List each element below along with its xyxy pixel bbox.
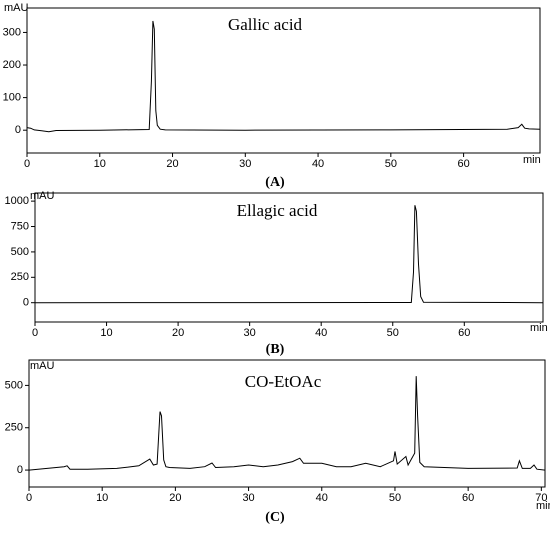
x-tick-label: 20: [172, 327, 184, 339]
y-tick-label: 500: [11, 246, 29, 258]
y-tick-label: 750: [11, 220, 29, 232]
x-axis-label: min: [536, 500, 550, 512]
panel-caption: (B): [266, 342, 285, 357]
y-tick-label: 200: [3, 59, 21, 71]
x-tick-label: 10: [96, 492, 108, 504]
chart-title: Gallic acid: [228, 15, 303, 34]
x-tick-label: 20: [169, 492, 181, 504]
y-axis-label: mAU: [30, 360, 55, 372]
y-tick-label: 250: [11, 271, 29, 283]
x-tick-label: 30: [244, 327, 256, 339]
y-tick-label: 250: [5, 422, 23, 434]
y-tick-label: 1000: [5, 195, 29, 207]
x-axis-label: min: [523, 154, 541, 166]
x-tick-label: 40: [315, 327, 327, 339]
x-tick-label: 60: [462, 492, 474, 504]
x-tick-label: 0: [24, 158, 30, 170]
x-tick-label: 30: [239, 158, 251, 170]
x-tick-label: 60: [458, 327, 470, 339]
plot-frame: [34, 192, 544, 323]
y-axis-label: mAU: [4, 2, 29, 14]
chart-title: CO-EtOAc: [245, 372, 322, 391]
y-tick-label: 100: [3, 92, 21, 104]
x-tick-label: 20: [166, 158, 178, 170]
x-tick-label: 40: [312, 158, 324, 170]
trace: [34, 205, 544, 304]
x-tick-label: 50: [385, 158, 397, 170]
y-tick-label: 0: [23, 297, 29, 309]
x-tick-label: 10: [100, 327, 112, 339]
y-tick-label: 500: [5, 379, 23, 391]
chart-title: Ellagic acid: [237, 201, 318, 220]
x-axis-label: min: [530, 322, 548, 334]
x-tick-label: 40: [316, 492, 328, 504]
plot-frame: [28, 359, 546, 488]
x-tick-label: 0: [26, 492, 32, 504]
trace: [26, 20, 541, 133]
x-tick-label: 70: [535, 492, 547, 504]
panel-caption: (C): [265, 510, 285, 525]
x-tick-label: 10: [94, 158, 106, 170]
x-tick-label: 0: [32, 327, 38, 339]
y-axis-label: mAU: [30, 190, 55, 202]
x-tick-label: 50: [387, 327, 399, 339]
y-tick-label: 300: [3, 26, 21, 38]
y-tick-label: 0: [17, 464, 23, 476]
plot-frame: [26, 7, 541, 154]
panel-caption: (A): [265, 175, 285, 190]
x-tick-label: 30: [242, 492, 254, 504]
y-tick-label: 0: [15, 124, 21, 136]
x-tick-label: 60: [457, 158, 469, 170]
x-tick-label: 50: [389, 492, 401, 504]
trace: [28, 376, 546, 471]
